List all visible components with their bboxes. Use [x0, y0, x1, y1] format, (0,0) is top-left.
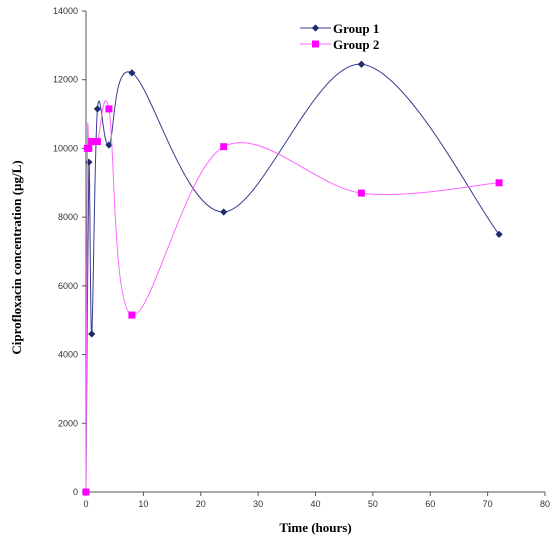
x-tick-label: 80 — [540, 499, 550, 509]
y-axis-title: Ciprofloxacin concentration (µg/L) — [9, 160, 24, 354]
x-axis-title: Time (hours) — [279, 520, 351, 535]
series-1-point — [128, 69, 136, 77]
series-1-point — [93, 105, 102, 113]
y-tick-label: 14000 — [53, 6, 78, 16]
legend-swatch-marker — [311, 24, 320, 32]
legend-swatch-marker — [312, 40, 319, 48]
legend-item-2: Group 2 — [300, 37, 379, 52]
legend-item-1: Group 1 — [300, 21, 379, 36]
series-2-point — [495, 179, 503, 187]
x-tick-label: 30 — [253, 499, 263, 509]
series-2 — [82, 100, 503, 496]
y-tick-label: 0 — [73, 487, 78, 497]
series-1-point — [88, 330, 96, 338]
series-2-point — [357, 189, 365, 197]
legend-label: Group 2 — [333, 37, 379, 52]
x-tick-label: 40 — [310, 499, 320, 509]
series-2-line — [85, 100, 500, 493]
x-tick-label: 10 — [138, 499, 148, 509]
series-2-point — [88, 138, 96, 146]
y-tick-label: 10000 — [53, 143, 78, 153]
series-2-point — [93, 138, 101, 146]
series-2-point — [85, 144, 93, 152]
y-tick-label: 4000 — [58, 350, 78, 360]
x-tick-label: 70 — [483, 499, 493, 509]
x-tick-label: 20 — [196, 499, 206, 509]
y-tick-label: 12000 — [53, 75, 78, 85]
y-tick-label: 8000 — [58, 212, 78, 222]
series-1-point — [357, 60, 365, 68]
series-layer — [82, 60, 503, 496]
y-tick-label: 2000 — [58, 418, 78, 428]
series-2-point — [128, 311, 136, 319]
y-tick-label: 6000 — [58, 281, 78, 291]
series-1-point — [220, 208, 228, 216]
series-1-point — [105, 141, 113, 149]
series-2-point — [220, 143, 228, 151]
x-tick-label: 60 — [425, 499, 435, 509]
series-2-point — [82, 488, 90, 496]
x-tick-label: 0 — [83, 499, 88, 509]
series-1-point — [495, 230, 503, 238]
x-tick-label: 50 — [368, 499, 378, 509]
series-1 — [82, 60, 503, 496]
legend-label: Group 1 — [333, 21, 379, 36]
series-2-point — [105, 105, 113, 113]
axes: 0 2000 4000 6000 8000 10000 12000 14000 0 10 20 30 4… — [53, 6, 550, 509]
series-1-line — [85, 63, 500, 493]
